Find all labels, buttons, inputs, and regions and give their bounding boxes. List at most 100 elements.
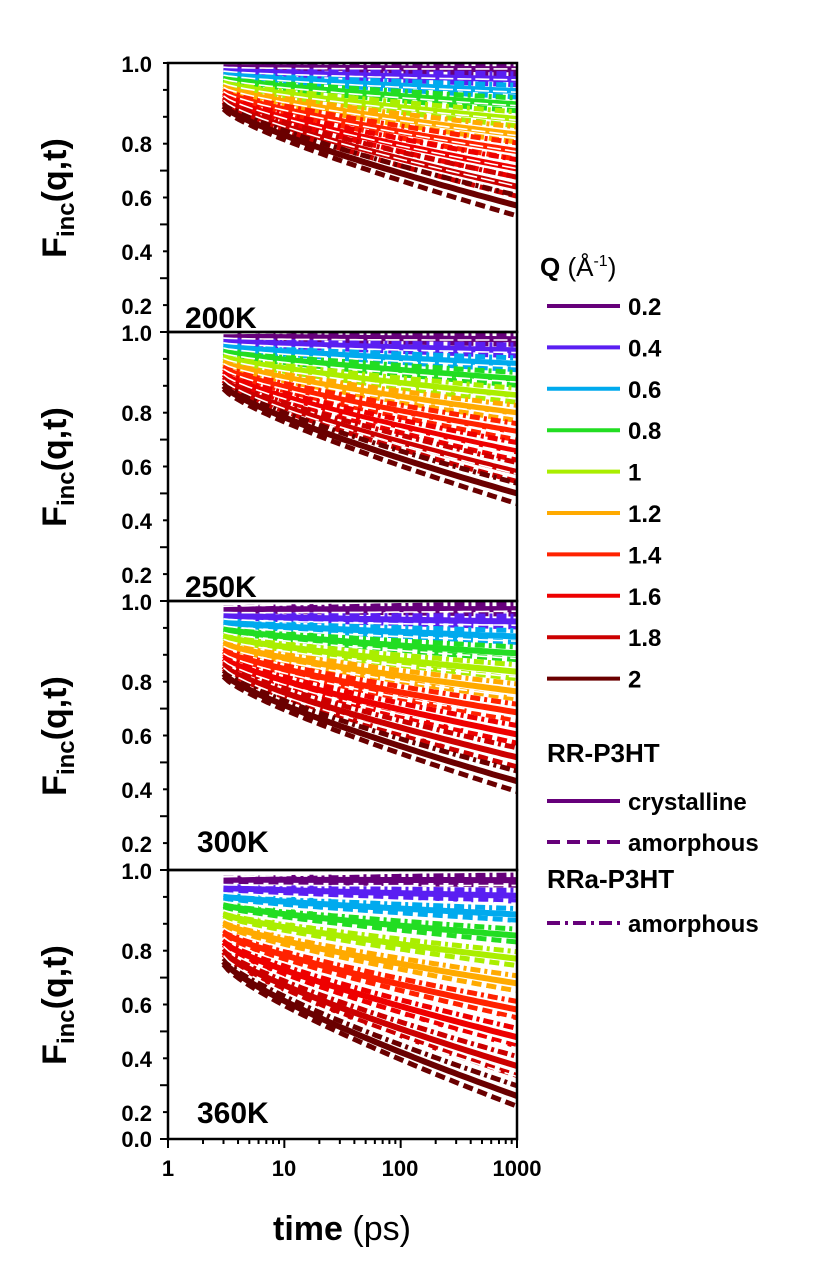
legend-label-crystalline: crystalline (628, 789, 747, 816)
y-axis-label-360K: Finc(q,t) (36, 945, 80, 1065)
curve-gap-line (222, 955, 517, 1078)
legend: Q (Å-1) 0.2 0.4 0.6 0.8 1 1.2 1.4 1.6 1.8 2 RR-P3… (540, 252, 759, 938)
curve-gap-line (223, 342, 517, 354)
panel-label-360K: 360K (197, 1097, 269, 1130)
curve-q-2-amorphous (221, 962, 517, 1109)
curve-q-1.8-rra-amorphous (222, 375, 517, 465)
legend-group1-title: RR-P3HT (547, 738, 660, 768)
y-tick-label: 0.6 (121, 455, 152, 480)
y-tick-label: 0.2 (121, 563, 152, 588)
y-tick-labels-panel-250K: 0.2 0.4 0.6 0.8 1.0 (121, 321, 152, 588)
legend-label-amorphous-rra: amorphous (628, 911, 759, 938)
y-tick-label: 1.0 (121, 590, 152, 615)
curve-gap-line (223, 95, 517, 170)
curve-q-1.6-crystalline (221, 371, 517, 455)
curve-q-1.2-crystalline (222, 359, 517, 416)
curve-gap-line (223, 927, 517, 995)
curve-q-0.4-crystalline (223, 67, 517, 83)
curve-q-2-rra-amorphous (221, 380, 517, 486)
curve-gap-line (223, 909, 517, 947)
curve-q-1.8-rra-amorphous (222, 96, 517, 180)
curve-group-360K (221, 870, 517, 1109)
legend-group2-title: RRa-P3HT (547, 864, 674, 894)
curve-q-2-crystalline (221, 383, 517, 497)
curve-gap-line (223, 870, 517, 878)
y-tick-label: 0.6 (121, 993, 152, 1018)
curve-gap-line (223, 652, 517, 719)
legend-label-q-1.4: 1.4 (628, 542, 662, 569)
curve-gap-line (223, 936, 517, 1022)
curve-q-0.6-crystalline (223, 619, 517, 640)
legend-label-q-2: 2 (628, 667, 641, 694)
curve-gap-line (223, 362, 517, 417)
curve-q-1.8-rra-amorphous (221, 947, 517, 1059)
x-axis-label: time (ps) (273, 1210, 411, 1248)
curve-group-300K (221, 601, 517, 794)
curve-q-1.4-crystalline (222, 365, 517, 435)
curve-gap-line (223, 347, 517, 368)
curve-q-1.8-crystalline (221, 949, 517, 1069)
curve-q-1.8-crystalline (221, 377, 517, 475)
y-tick-label: 0.8 (121, 670, 152, 695)
x-tick-label: 1000 (493, 1156, 542, 1181)
curve-gap-line (223, 624, 517, 642)
curve-q-1.2-rra-amorphous (222, 638, 517, 687)
data-curves (221, 63, 517, 1109)
curve-q-0.8-crystalline (222, 75, 517, 108)
y-tick-label: 0.8 (121, 132, 152, 157)
curve-q-2-amorphous (221, 674, 517, 794)
legend-label-q-1.8: 1.8 (628, 625, 661, 652)
curve-gap-line (223, 645, 517, 698)
y-tick-label: 0.6 (121, 186, 152, 211)
curve-q-1.4-rra-amorphous (222, 87, 517, 146)
curve-q-0.4-crystalline (223, 338, 517, 354)
curve-q-1.6-rra-amorphous (222, 369, 517, 446)
y-axis-label-250K: Finc(q,t) (36, 407, 80, 527)
curve-q-1.2-amorphous (222, 923, 517, 994)
x-tick-label: 100 (382, 1156, 419, 1181)
curve-gap-line (223, 368, 517, 436)
curve-gap-line (223, 638, 517, 678)
curve-q-2-crystalline (221, 959, 517, 1099)
curve-q-2-rra-amorphous (221, 668, 517, 774)
curve-q-1-crystalline (222, 354, 517, 399)
curve-q-1.6-rra-amorphous (221, 937, 517, 1031)
curve-q-1-crystalline (222, 80, 517, 122)
panel-label-300K: 300K (197, 826, 269, 859)
y-tick-label: 0.4 (121, 240, 152, 265)
curve-q-0.8-crystalline (222, 902, 517, 939)
legend-label-q-0.4: 0.4 (628, 335, 662, 362)
curve-gap-line (223, 618, 517, 627)
curve-gap-line (223, 373, 517, 455)
y-tick-label: 0.6 (121, 724, 152, 749)
curve-gap-line (222, 945, 517, 1049)
curve-gap-line (223, 86, 517, 137)
y-tick-label: 0.8 (121, 939, 152, 964)
curve-gap-line (223, 883, 517, 887)
x-tick-label: 1 (162, 1156, 174, 1181)
curve-q-1.6-amorphous (221, 942, 517, 1049)
curve-q-1.4-amorphous (222, 933, 517, 1021)
legend-label-q-1.2: 1.2 (628, 501, 661, 528)
curve-gap-line (223, 601, 483, 608)
legend-label-q-0.6: 0.6 (628, 377, 661, 404)
curve-gap-line (223, 659, 517, 741)
curve-q-1.4-rra-amorphous (222, 646, 517, 707)
curve-q-2-amorphous (221, 107, 517, 219)
y-tick-labels-panel-360K: 0.0 0.2 0.4 0.6 0.8 1.0 (121, 859, 152, 1152)
curve-q-1.4-rra-amorphous (222, 928, 517, 1004)
curve-gap-line (223, 918, 517, 970)
y-tick-label: 0.2 (121, 294, 152, 319)
y-tick-label: 0.4 (121, 509, 152, 534)
curve-q-0.4-crystalline (223, 612, 517, 625)
y-tick-label: 1.0 (121, 859, 152, 884)
curve-q-1.4-crystalline (222, 648, 517, 716)
legend-label-q-0.8: 0.8 (628, 418, 661, 445)
curve-q-1.2-rra-amorphous (222, 82, 517, 130)
curve-q-1-crystalline (222, 911, 517, 962)
legend-q-items: 0.2 0.4 0.6 0.8 1 1.2 1.4 1.6 1.8 2 (547, 294, 662, 694)
legend-label-q-1.6: 1.6 (628, 584, 661, 611)
legend-q-title: Q (Å-1) (540, 252, 616, 282)
curve-q-1.2-rra-amorphous (222, 358, 517, 408)
legend-label-amorphous-rr: amorphous (628, 830, 759, 857)
